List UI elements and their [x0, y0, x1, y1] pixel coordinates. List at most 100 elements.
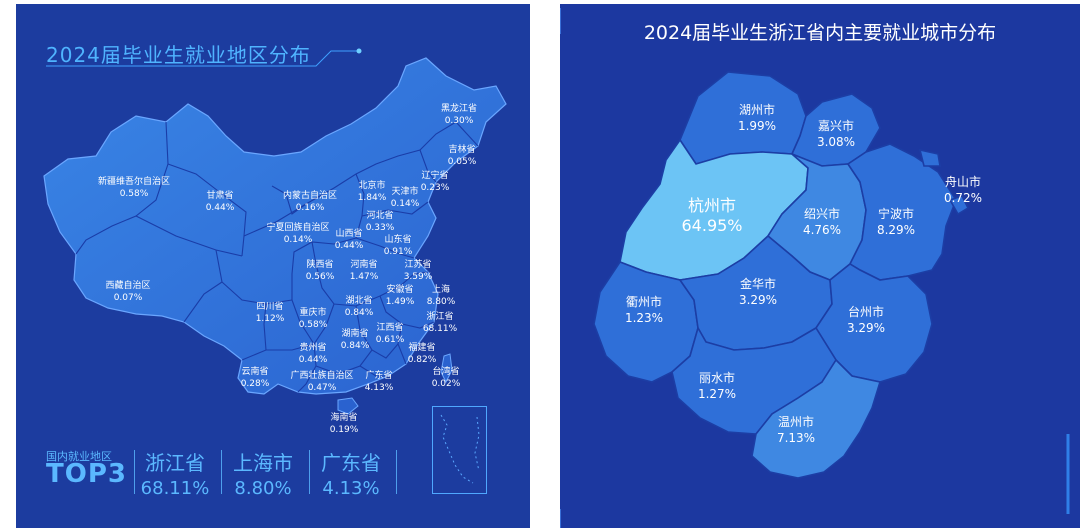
city-label: 绍兴市 4.76% — [803, 206, 841, 238]
province-pct: 68.11% — [422, 324, 458, 334]
province-label: 江西省 0.61% — [376, 322, 405, 346]
province-pct: 0.44% — [298, 355, 328, 365]
divider — [134, 450, 135, 494]
province-label: 云南省 0.28% — [241, 366, 270, 390]
province-name: 上海 — [431, 285, 450, 295]
province-pct: 1.84% — [357, 193, 387, 203]
taiwan-island — [440, 353, 453, 384]
province-label: 陕西省 0.56% — [306, 259, 335, 283]
province-pct: 0.58% — [119, 189, 149, 199]
province-label: 吉林省 0.05% — [448, 144, 477, 168]
province-label: 内蒙古自治区 0.16% — [283, 190, 337, 214]
province-pct: 0.02% — [431, 379, 461, 389]
city-pct: 1.23% — [624, 311, 664, 325]
city-label: 嘉兴市 3.08% — [817, 118, 855, 150]
province-name: 甘肃省 — [206, 191, 234, 201]
province-name: 湖北省 — [345, 296, 373, 306]
province-pct: 0.14% — [283, 235, 313, 245]
province-borders — [75, 121, 479, 393]
province-label: 海南省 0.19% — [330, 412, 359, 436]
province-pct: 0.84% — [344, 308, 374, 318]
province-name: 辽宁省 — [421, 171, 449, 181]
province-label: 江苏省 3.59% — [404, 259, 433, 283]
divider — [221, 450, 222, 494]
city-label: 宁波市 8.29% — [877, 206, 915, 238]
province-pct: 0.33% — [365, 223, 395, 233]
province-label: 广西壮族自治区 0.47% — [290, 370, 353, 394]
city-pct: 7.13% — [776, 431, 816, 445]
city-pct: 3.29% — [846, 321, 886, 335]
province-pct: 0.91% — [383, 247, 413, 257]
province-label: 湖南省 0.84% — [341, 328, 370, 352]
south-china-sea-islands — [440, 414, 480, 484]
province-name: 山东省 — [384, 235, 412, 245]
province-pct: 0.56% — [305, 272, 335, 282]
province-name: 江西省 — [376, 323, 404, 333]
province-name: 江苏省 — [404, 260, 432, 270]
province-name: 河南省 — [350, 260, 378, 270]
divider — [309, 450, 310, 494]
province-name: 湖南省 — [341, 329, 369, 339]
top3-title: TOP3 — [46, 459, 127, 489]
city-name: 金华市 — [739, 277, 776, 291]
province-name: 浙江省 — [426, 312, 454, 322]
province-name: 新疆维吾尔自治区 — [97, 177, 171, 187]
city-label: 衢州市 1.23% — [625, 294, 663, 326]
city-name: 温州市 — [777, 415, 814, 429]
province-name: 天津市 — [391, 187, 419, 197]
province-name: 重庆市 — [299, 308, 327, 318]
province-label: 宁夏回族自治区 0.14% — [266, 222, 329, 246]
city-name: 台州市 — [847, 305, 884, 319]
province-name: 福建省 — [408, 343, 436, 353]
zhejiang-map-panel: 2024届毕业生浙江省内主要就业城市分布 湖州市 1.99% 嘉兴市 3.08% 杭… — [560, 4, 1080, 528]
top3-item: 浙江省 68.11% — [133, 447, 217, 499]
province-label: 河南省 1.47% — [350, 259, 379, 283]
city-pct: 64.95% — [681, 216, 743, 235]
top3-pct: 68.11% — [140, 478, 210, 499]
city-name: 宁波市 — [877, 207, 914, 221]
province-label: 广东省 4.13% — [365, 370, 394, 394]
region-wenzhou — [751, 358, 882, 479]
top3-item: 广东省 4.13% — [309, 447, 393, 499]
city-name: 丽水市 — [698, 371, 735, 385]
south-china-sea-inset — [432, 406, 487, 494]
province-name: 云南省 — [241, 367, 269, 377]
province-pct: 0.14% — [390, 199, 420, 209]
city-label: 台州市 3.29% — [847, 304, 885, 336]
province-name: 吉林省 — [448, 145, 476, 155]
province-name: 宁夏回族自治区 — [266, 223, 330, 233]
province-label: 湖北省 0.84% — [345, 295, 374, 319]
city-name: 湖州市 — [738, 103, 775, 117]
province-name: 台湾省 — [432, 367, 460, 377]
city-pct: 3.29% — [738, 293, 778, 307]
province-name: 西藏自治区 — [105, 281, 151, 291]
region-zhoushan — [918, 148, 941, 167]
province-pct: 0.30% — [444, 116, 474, 126]
province-label: 上海 8.80% — [427, 284, 456, 308]
city-label: 湖州市 1.99% — [738, 102, 776, 134]
province-name: 北京市 — [358, 181, 386, 191]
province-name: 黑龙江省 — [440, 104, 478, 114]
top3-name: 上海市 — [233, 451, 293, 475]
city-name: 衢州市 — [625, 295, 662, 309]
top3-name: 浙江省 — [145, 451, 205, 475]
province-pct: 0.47% — [307, 383, 337, 393]
china-map-title: 2024届毕业生就业地区分布 — [46, 43, 311, 67]
city-pct: 0.72% — [943, 191, 983, 205]
top3-pct: 8.80% — [234, 478, 292, 499]
city-label: 舟山市 0.72% — [944, 174, 982, 206]
city-label: 丽水市 1.27% — [698, 370, 736, 402]
province-pct: 4.13% — [364, 383, 394, 393]
province-label: 河北省 0.33% — [366, 210, 395, 234]
region-zhoushan-islands — [948, 195, 970, 216]
province-pct: 3.59% — [403, 272, 433, 282]
city-pct: 1.99% — [737, 119, 777, 133]
province-label: 甘肃省 0.44% — [206, 190, 235, 214]
province-label: 黑龙江省 0.30% — [441, 103, 477, 127]
province-name: 贵州省 — [299, 343, 327, 353]
city-name: 杭州市 — [687, 196, 737, 215]
city-pct: 4.76% — [802, 223, 842, 237]
province-pct: 0.44% — [205, 203, 235, 213]
province-label: 四川省 1.12% — [256, 301, 285, 325]
province-name: 山西省 — [335, 229, 363, 239]
